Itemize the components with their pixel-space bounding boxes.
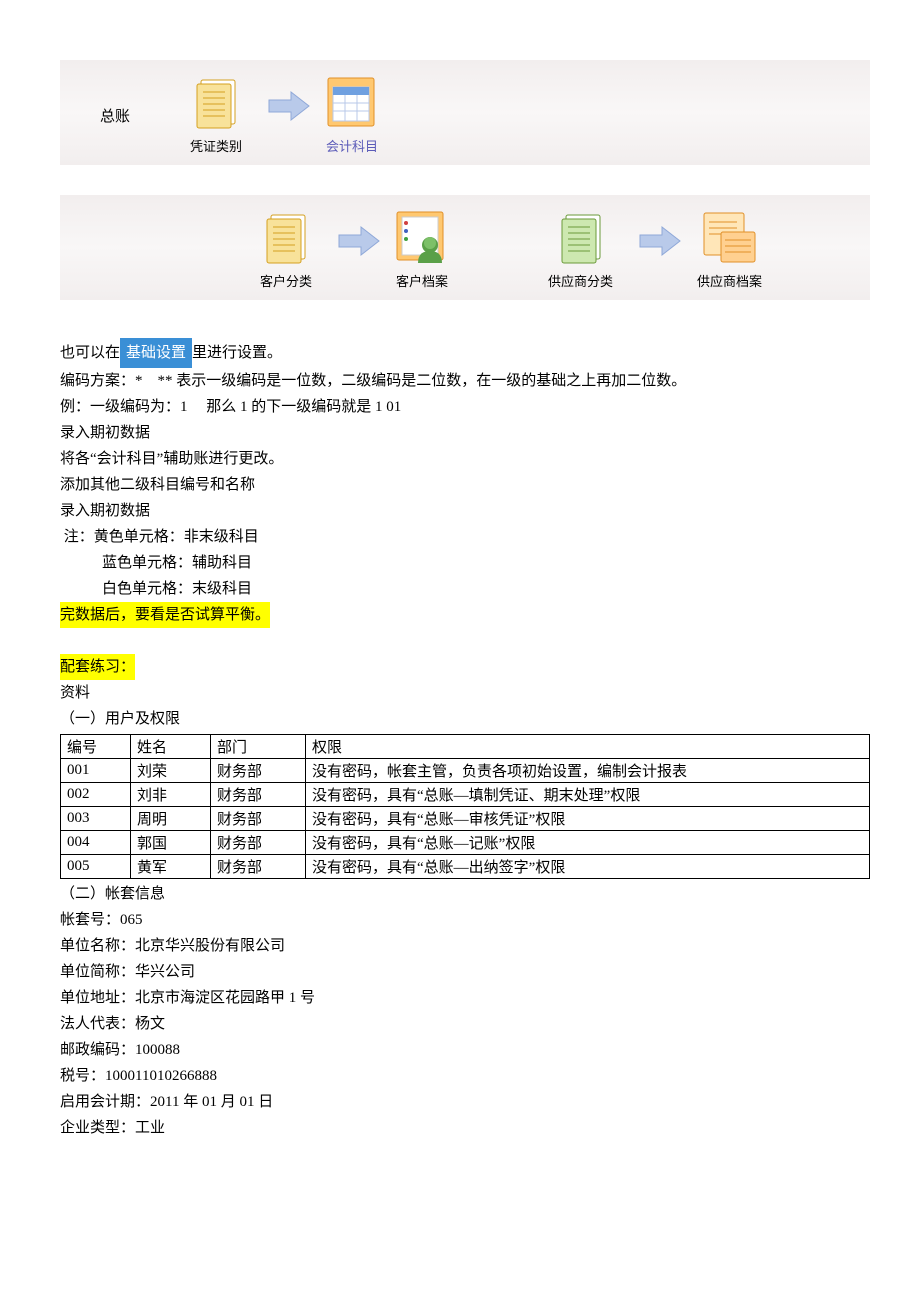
table-row: 004郭国财务部没有密码，具有“总账—记账”权限: [61, 831, 870, 855]
table-cell: 没有密码，帐套主管，负责各项初始设置，编制会计报表: [306, 759, 870, 783]
table-cell: 刘荣: [131, 759, 211, 783]
account-info-block: （二）帐套信息 帐套号：065单位名称：北京华兴股份有限公司单位简称：华兴公司单…: [60, 881, 870, 1141]
folder-icon: [265, 211, 307, 266]
account-info-line: 邮政编码：100088: [60, 1037, 870, 1063]
customer-icon: [396, 211, 448, 266]
section1-title: （一）用户及权限: [60, 706, 870, 732]
table-cell: 004: [61, 831, 131, 855]
item-supplier-category[interactable]: 供应商分类: [548, 211, 613, 290]
folder-green-icon: [560, 211, 602, 266]
user-permission-table: 编号 姓名 部门 权限 001刘荣财务部没有密码，帐套主管，负责各项初始设置，编…: [60, 734, 870, 879]
table-cell: 财务部: [211, 759, 306, 783]
body-text: 也可以在基础设置里进行设置。 编码方案：* ** 表示一级编码是一位数，二级编码…: [60, 338, 870, 732]
table-cell: 002: [61, 783, 131, 807]
account-info-line: 企业类型：工业: [60, 1115, 870, 1141]
practice-title: 配套练习：: [60, 654, 135, 680]
account-info-line: 法人代表：杨文: [60, 1011, 870, 1037]
folder-icon: [195, 76, 237, 131]
account-icon: [327, 76, 377, 131]
item-voucher-type[interactable]: 凭证类别: [190, 76, 242, 155]
supplier-icon: [703, 211, 757, 266]
line-balance: 完数据后，要看是否试算平衡。: [60, 602, 270, 628]
th-id: 编号: [61, 735, 131, 759]
table-cell: 财务部: [211, 783, 306, 807]
line-scheme: 编码方案：* ** 表示一级编码是一位数，二级编码是二位数，在一级的基础之上再加…: [60, 368, 870, 394]
table-cell: 没有密码，具有“总账—记账”权限: [306, 831, 870, 855]
account-info-line: 单位名称：北京华兴股份有限公司: [60, 933, 870, 959]
settings-button[interactable]: 基础设置: [120, 338, 192, 368]
material: 资料: [60, 680, 870, 706]
line-settings: 也可以在基础设置里进行设置。: [60, 338, 870, 368]
item-account-subject[interactable]: 会计科目: [326, 76, 378, 155]
account-info-line: 启用会计期：2011 年 01 月 01 日: [60, 1089, 870, 1115]
table-cell: 财务部: [211, 855, 306, 879]
table-cell: 没有密码，具有“总账—填制凭证、期末处理”权限: [306, 783, 870, 807]
table-row: 001刘荣财务部没有密码，帐套主管，负责各项初始设置，编制会计报表: [61, 759, 870, 783]
arrow-icon: [638, 223, 682, 259]
table-cell: 没有密码，具有“总账—出纳签字”权限: [306, 855, 870, 879]
line-add: 添加其他二级科目编号和名称: [60, 472, 870, 498]
line-modify: 将各“会计科目”辅助账进行更改。: [60, 446, 870, 472]
arrow-icon: [337, 223, 381, 259]
arrow-icon: [267, 88, 311, 124]
toolbar-row-2: 客户分类 客户档案 供应商分类 供应商档案: [60, 195, 870, 300]
table-cell: 黄军: [131, 855, 211, 879]
th-dept: 部门: [211, 735, 306, 759]
th-perm: 权限: [306, 735, 870, 759]
table-cell: 003: [61, 807, 131, 831]
account-info-line: 税号：100011010266888: [60, 1063, 870, 1089]
table-row: 003周明财务部没有密码，具有“总账—审核凭证”权限: [61, 807, 870, 831]
account-info-line: 单位简称：华兴公司: [60, 959, 870, 985]
section2-title: （二）帐套信息: [60, 881, 870, 907]
line-input1: 录入期初数据: [60, 420, 870, 446]
line-note-blue: 蓝色单元格：辅助科目: [60, 550, 870, 576]
table-cell: 财务部: [211, 831, 306, 855]
account-info-line: 帐套号：065: [60, 907, 870, 933]
item-customer-file[interactable]: 客户档案: [396, 211, 448, 290]
toolbar-label: 总账: [100, 105, 130, 126]
table-cell: 周明: [131, 807, 211, 831]
table-cell: 郭国: [131, 831, 211, 855]
table-row: 002刘非财务部没有密码，具有“总账—填制凭证、期末处理”权限: [61, 783, 870, 807]
th-name: 姓名: [131, 735, 211, 759]
table-row: 005黄军财务部没有密码，具有“总账—出纳签字”权限: [61, 855, 870, 879]
line-input2: 录入期初数据: [60, 498, 870, 524]
table-cell: 没有密码，具有“总账—审核凭证”权限: [306, 807, 870, 831]
table-cell: 财务部: [211, 807, 306, 831]
account-info-line: 单位地址：北京市海淀区花园路甲 1 号: [60, 985, 870, 1011]
table-cell: 005: [61, 855, 131, 879]
table-cell: 001: [61, 759, 131, 783]
line-note-white: 白色单元格：末级科目: [60, 576, 870, 602]
item-customer-category[interactable]: 客户分类: [260, 211, 312, 290]
table-header-row: 编号 姓名 部门 权限: [61, 735, 870, 759]
toolbar-row-1: 总账 凭证类别 会计科目: [60, 60, 870, 165]
item-supplier-file[interactable]: 供应商档案: [697, 211, 762, 290]
line-example: 例：一级编码为：1 那么 1 的下一级编码就是 1 01: [60, 394, 870, 420]
line-note: 注：黄色单元格：非末级科目: [60, 524, 870, 550]
table-cell: 刘非: [131, 783, 211, 807]
